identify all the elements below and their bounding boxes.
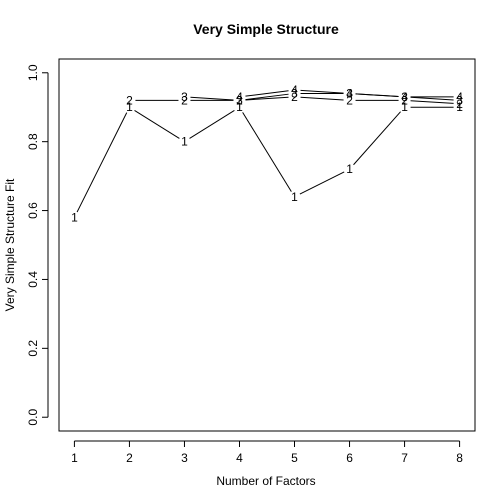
x-axis: 1 2 3 4 5 6 7 8 (71, 441, 463, 465)
data-point: 4 (456, 90, 463, 104)
y-axis-label: Very Simple Structure Fit (3, 178, 17, 311)
data-point: 2 (126, 93, 133, 107)
x-tick-label: 6 (346, 451, 353, 465)
series-segment (354, 112, 401, 165)
data-point: 4 (291, 83, 298, 97)
y-tick-label: 0.2 (26, 340, 40, 357)
x-tick-label: 1 (71, 451, 78, 465)
x-tick-label: 7 (401, 451, 408, 465)
y-tick-label: 0.6 (26, 202, 40, 219)
series-segment (356, 94, 399, 97)
x-tick-label: 5 (291, 451, 298, 465)
y-tick-label: 0.8 (26, 133, 40, 150)
series-segment (301, 90, 344, 93)
data-point: 3 (181, 90, 188, 104)
y-tick-label: 0.0 (26, 409, 40, 426)
chart-title: Very Simple Structure (193, 21, 339, 37)
y-axis: 0.0 0.2 0.4 0.6 0.8 1.0 (26, 64, 48, 425)
x-axis-label: Number of Factors (216, 474, 315, 488)
plot-frame (59, 59, 475, 431)
data-point: 1 (291, 190, 298, 204)
data-point: 4 (236, 90, 243, 104)
series-segment (300, 172, 344, 194)
data-point: 1 (181, 135, 188, 149)
series-segment (243, 112, 292, 191)
series-segment (411, 97, 454, 100)
series-segment (77, 113, 127, 212)
x-tick-label: 8 (456, 451, 463, 465)
series-segment (411, 101, 454, 104)
y-tick-label: 1.0 (26, 64, 40, 81)
data-point: 4 (346, 86, 353, 100)
series-segment (301, 97, 344, 100)
data-point: 1 (71, 210, 78, 224)
x-tick-label: 2 (126, 451, 133, 465)
series-segment (190, 110, 235, 138)
data-point: 1 (346, 162, 353, 176)
series-segment (135, 110, 180, 138)
y-tick-label: 0.4 (26, 271, 40, 288)
series-segment (190, 97, 233, 100)
x-tick-label: 4 (236, 451, 243, 465)
data-point: 4 (401, 90, 408, 104)
x-tick-label: 3 (181, 451, 188, 465)
